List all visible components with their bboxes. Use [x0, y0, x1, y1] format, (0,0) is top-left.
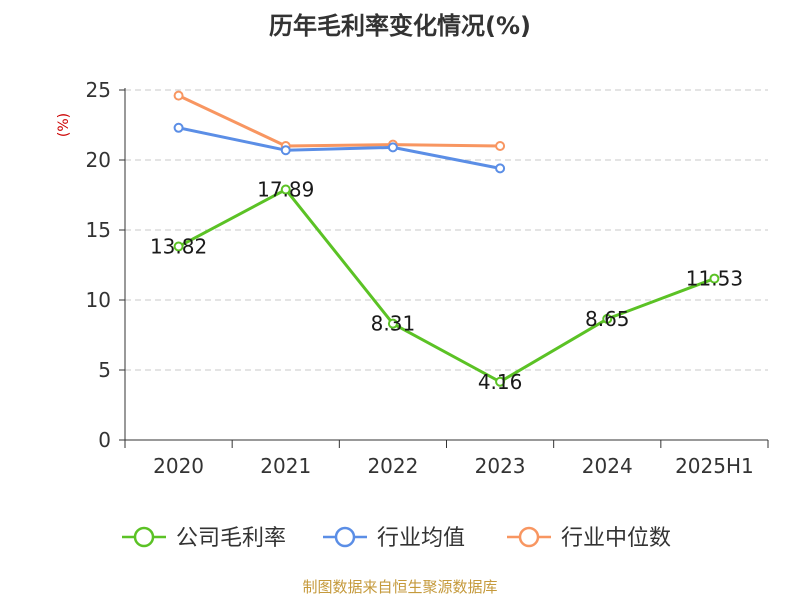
data-point [495, 376, 506, 387]
x-tick-label: 2023 [475, 454, 526, 478]
y-axis-unit-label: (%) [56, 113, 72, 137]
data-point [387, 142, 398, 153]
data-label: 8.31 [371, 312, 416, 336]
axes: 0 5 10 15 20 25 2020 2021 2022 2023 2024 2025H1 (%) [56, 78, 769, 478]
y-tick-label: 20 [86, 148, 111, 172]
data-label: 8.65 [585, 307, 630, 331]
x-tick-label: 2020 [153, 454, 204, 478]
data-point [602, 313, 613, 324]
x-tick-label: 2021 [260, 454, 311, 478]
data-point [280, 145, 291, 156]
y-tick-label: 5 [98, 358, 111, 382]
data-point [495, 163, 506, 174]
data-point [173, 241, 184, 252]
data-point [173, 90, 184, 101]
legend: 公司毛利率 行业均值 行业中位数 [122, 526, 671, 551]
x-tick-label: 2024 [582, 454, 633, 478]
x-tick-label: 2022 [367, 454, 418, 478]
data-labels: 13.82 17.89 8.31 4.16 8.65 11.53 [150, 178, 743, 394]
legend-label: 行业均值 [377, 526, 465, 551]
legend-label: 行业中位数 [561, 526, 671, 551]
legend-swatch-marker [133, 526, 155, 548]
data-label: 11.53 [686, 267, 743, 291]
data-label: 17.89 [257, 178, 314, 202]
legend-item: 行业中位数 [507, 526, 671, 551]
data-point [280, 184, 291, 195]
data-point [387, 318, 398, 329]
source-note: 制图数据来自恒生聚源数据库 [302, 578, 498, 596]
gridlines [125, 89, 768, 371]
y-tick-label: 10 [86, 288, 111, 312]
series-line-1 [178, 126, 501, 170]
y-tick-label: 0 [98, 428, 111, 452]
series-line-0 [177, 188, 715, 384]
y-tick-label: 15 [86, 218, 111, 242]
y-tick-label: 25 [86, 78, 111, 102]
data-point [495, 141, 506, 151]
data-point [709, 273, 720, 284]
series-lines [173, 90, 720, 387]
chart-title: 历年毛利率变化情况(%) [269, 12, 531, 40]
legend-swatch-marker [518, 526, 540, 548]
series-line-2 [177, 94, 501, 148]
legend-label: 公司毛利率 [176, 526, 286, 551]
x-tick-label: 2025H1 [675, 454, 754, 478]
data-label: 13.82 [150, 235, 207, 259]
legend-swatch-marker [334, 526, 356, 548]
data-label: 4.16 [478, 370, 523, 394]
legend-item: 行业均值 [323, 526, 465, 551]
legend-item: 公司毛利率 [122, 526, 286, 551]
data-point [173, 122, 184, 133]
